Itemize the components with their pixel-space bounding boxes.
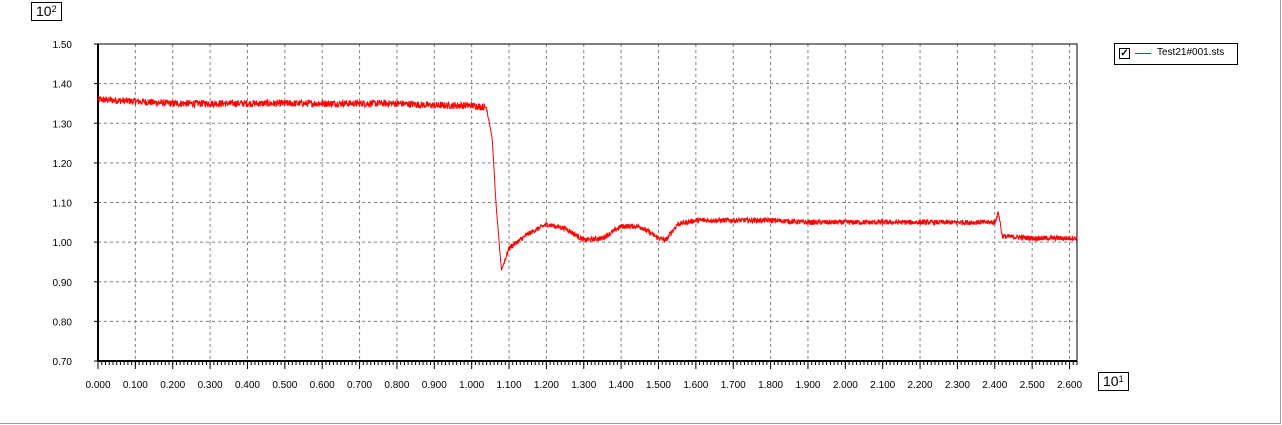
y-exponent-base: 10 [36,3,52,19]
y-exponent-power: 2 [51,4,57,14]
y-tick-label: 0.80 [53,317,73,328]
x-tick-label: 0.500 [272,380,297,391]
series-visibility-checkbox[interactable]: ✓ [1119,48,1130,59]
x-tick-label: 1.300 [571,380,596,391]
y-tick-label: 1.00 [53,238,73,249]
x-tick-label: 1.600 [683,380,708,391]
x-tick-label: 2.000 [833,380,858,391]
grid-lines [98,44,1077,361]
x-tick-label: 1.100 [497,380,522,391]
y-tick-label: 0.70 [53,357,73,368]
y-axis-exponent: 102 [31,2,62,21]
series-layer [97,95,1078,272]
x-tick-label: 0.100 [123,380,148,391]
x-tick-label: 0.700 [347,380,372,391]
x-tick-label: 1.800 [758,380,783,391]
x-tick-label: 0.800 [384,380,409,391]
x-tick-label: 2.200 [908,380,933,391]
y-axis-ticks: 0.70 0.80 0.90 1.00 1.10 1.20 1.30 1.40 1.50 [53,40,98,368]
x-tick-label: 2.100 [870,380,895,391]
legend-line-swatch [1135,53,1151,54]
x-exponent-base: 10 [1103,373,1119,389]
x-tick-label: 1.400 [609,380,634,391]
x-tick-label: 1.000 [459,380,484,391]
x-tick-label: 0.600 [310,380,335,391]
y-tick-label: 1.50 [53,40,73,51]
legend: ✓ Test21#001.sts [1114,43,1238,65]
x-exponent-power: 1 [1118,374,1124,384]
x-tick-label: 1.900 [795,380,820,391]
y-tick-label: 0.90 [53,278,73,289]
y-tick-label: 1.30 [53,119,73,130]
x-tick-label: 2.600 [1057,380,1082,391]
x-tick-label: 0.900 [422,380,447,391]
x-tick-label: 0.200 [160,380,185,391]
x-tick-label: 1.700 [721,380,746,391]
y-tick-label: 1.40 [53,80,73,91]
x-tick-label: 2.300 [945,380,970,391]
x-tick-label: 0.400 [235,380,260,391]
x-tick-label: 1.500 [646,380,671,391]
y-tick-label: 1.10 [53,199,73,210]
x-tick-label: 2.400 [982,380,1007,391]
x-tick-label: 0.300 [198,380,223,391]
x-axis-ticks: 0.000 0.100 0.200 0.300 0.400 0.500 0.600 0.700… [85,361,1082,391]
x-axis-exponent: 101 [1098,372,1129,391]
x-tick-label: 0.000 [85,380,110,391]
x-tick-label: 1.200 [534,380,559,391]
x-tick-label: 2.500 [1020,380,1045,391]
legend-label: Test21#001.sts [1157,47,1225,58]
y-tick-label: 1.20 [53,159,73,170]
series-line-test21-001 [97,95,1078,272]
